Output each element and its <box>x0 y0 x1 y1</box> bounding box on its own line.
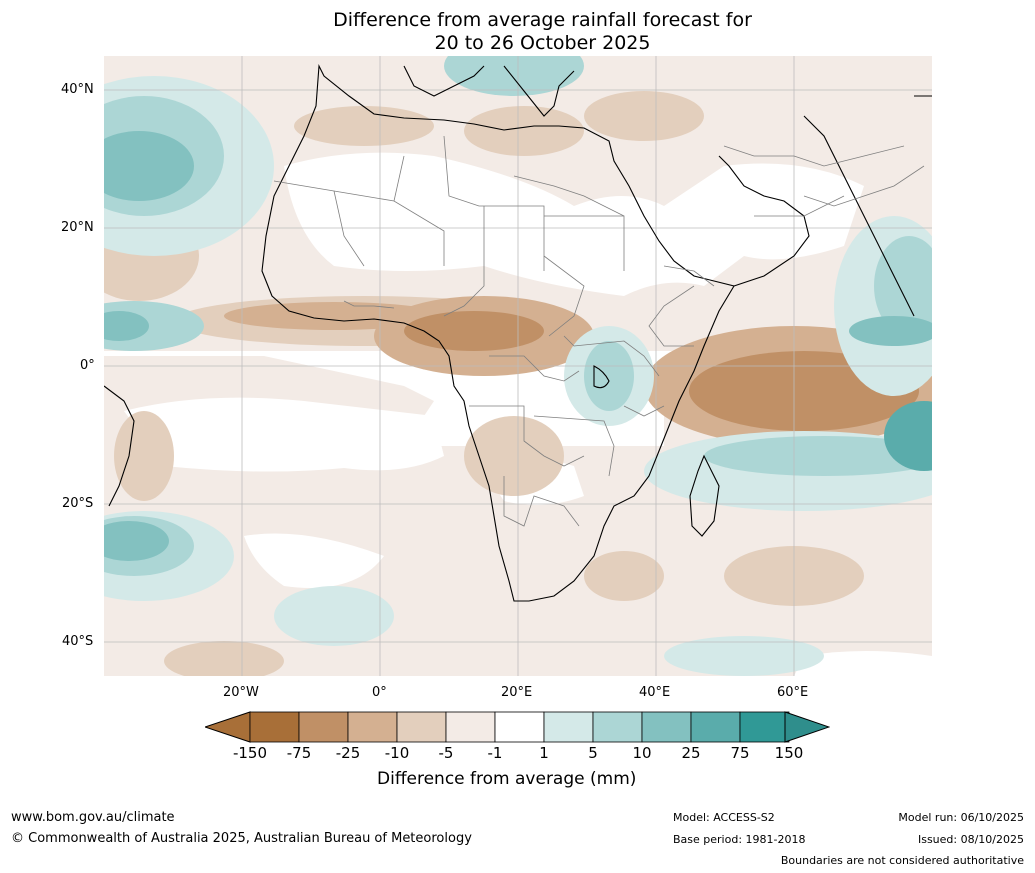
colorbar-tick-label: 1 <box>539 744 549 762</box>
coastlines <box>104 63 932 602</box>
title-line-1: Difference from average rainfall forecas… <box>333 9 752 31</box>
footer-url[interactable]: www.bom.gov.au/climate <box>11 810 175 825</box>
colorbar-tick-label: -5 <box>438 744 454 762</box>
footer-base-period: Base period: 1981-2018 <box>673 833 806 846</box>
anomaly-dry-fields <box>104 91 932 676</box>
colorbar-segment <box>690 711 741 743</box>
colorbar-segment <box>543 711 594 743</box>
colorbar-tick-label: -75 <box>286 744 312 762</box>
colorbar-segment <box>347 711 398 743</box>
colorbar-segments <box>249 711 790 743</box>
colorbar-tick-label: 5 <box>588 744 598 762</box>
colorbar-tick-label: -10 <box>384 744 410 762</box>
colorbar-tick-label: 75 <box>730 744 750 762</box>
lat-label-20s: 20°S <box>62 496 94 511</box>
colorbar-over-triangle <box>784 711 830 743</box>
colorbar-tick-label: -1 <box>487 744 503 762</box>
country-borders <box>273 135 925 527</box>
footer-copyright: © Commonwealth of Australia 2025, Austra… <box>11 831 472 846</box>
colorbar-segment <box>396 711 447 743</box>
anomaly-wet-fields <box>104 56 932 676</box>
lon-label-20w: 20°W <box>223 685 259 700</box>
lon-label-40e: 40°E <box>639 685 671 700</box>
colorbar-segment <box>249 711 300 743</box>
lon-label-0: 0° <box>372 685 387 700</box>
colorbar-segment <box>298 711 349 743</box>
colorbar-tick-label: -25 <box>335 744 361 762</box>
footer-disclaimer: Boundaries are not considered authoritat… <box>780 854 1024 867</box>
lon-label-60e: 60°E <box>777 685 809 700</box>
title-line-2: 20 to 26 October 2025 <box>434 32 651 54</box>
colorbar-under-triangle <box>205 711 251 743</box>
chart-title: Difference from average rainfall forecas… <box>0 9 1035 55</box>
colorbar-tick-label: 150 <box>774 744 804 762</box>
colorbar-tick-label: 25 <box>681 744 701 762</box>
lat-label-0: 0° <box>80 358 95 373</box>
footer-issued: Issued: 08/10/2025 <box>917 833 1024 846</box>
lat-label-40s: 40°S <box>62 634 94 649</box>
colorbar-tick-label: 10 <box>632 744 652 762</box>
footer-model: Model: ACCESS-S2 <box>673 811 775 824</box>
footer-model-run: Model run: 06/10/2025 <box>898 811 1024 824</box>
lon-label-20e: 20°E <box>501 685 533 700</box>
colorbar-segment <box>494 711 545 743</box>
colorbar-tick-label: -150 <box>232 744 268 762</box>
colorbar-segment <box>641 711 692 743</box>
colorbar-segment <box>445 711 496 743</box>
colorbar <box>205 711 830 743</box>
lat-label-20n: 20°N <box>61 220 94 235</box>
graticule <box>104 56 932 676</box>
rainfall-anomaly-map <box>104 56 932 676</box>
colorbar-segment <box>739 711 790 743</box>
colorbar-label: Difference from average (mm) <box>377 769 637 789</box>
colorbar-segment <box>592 711 643 743</box>
lat-label-40n: 40°N <box>61 82 94 97</box>
